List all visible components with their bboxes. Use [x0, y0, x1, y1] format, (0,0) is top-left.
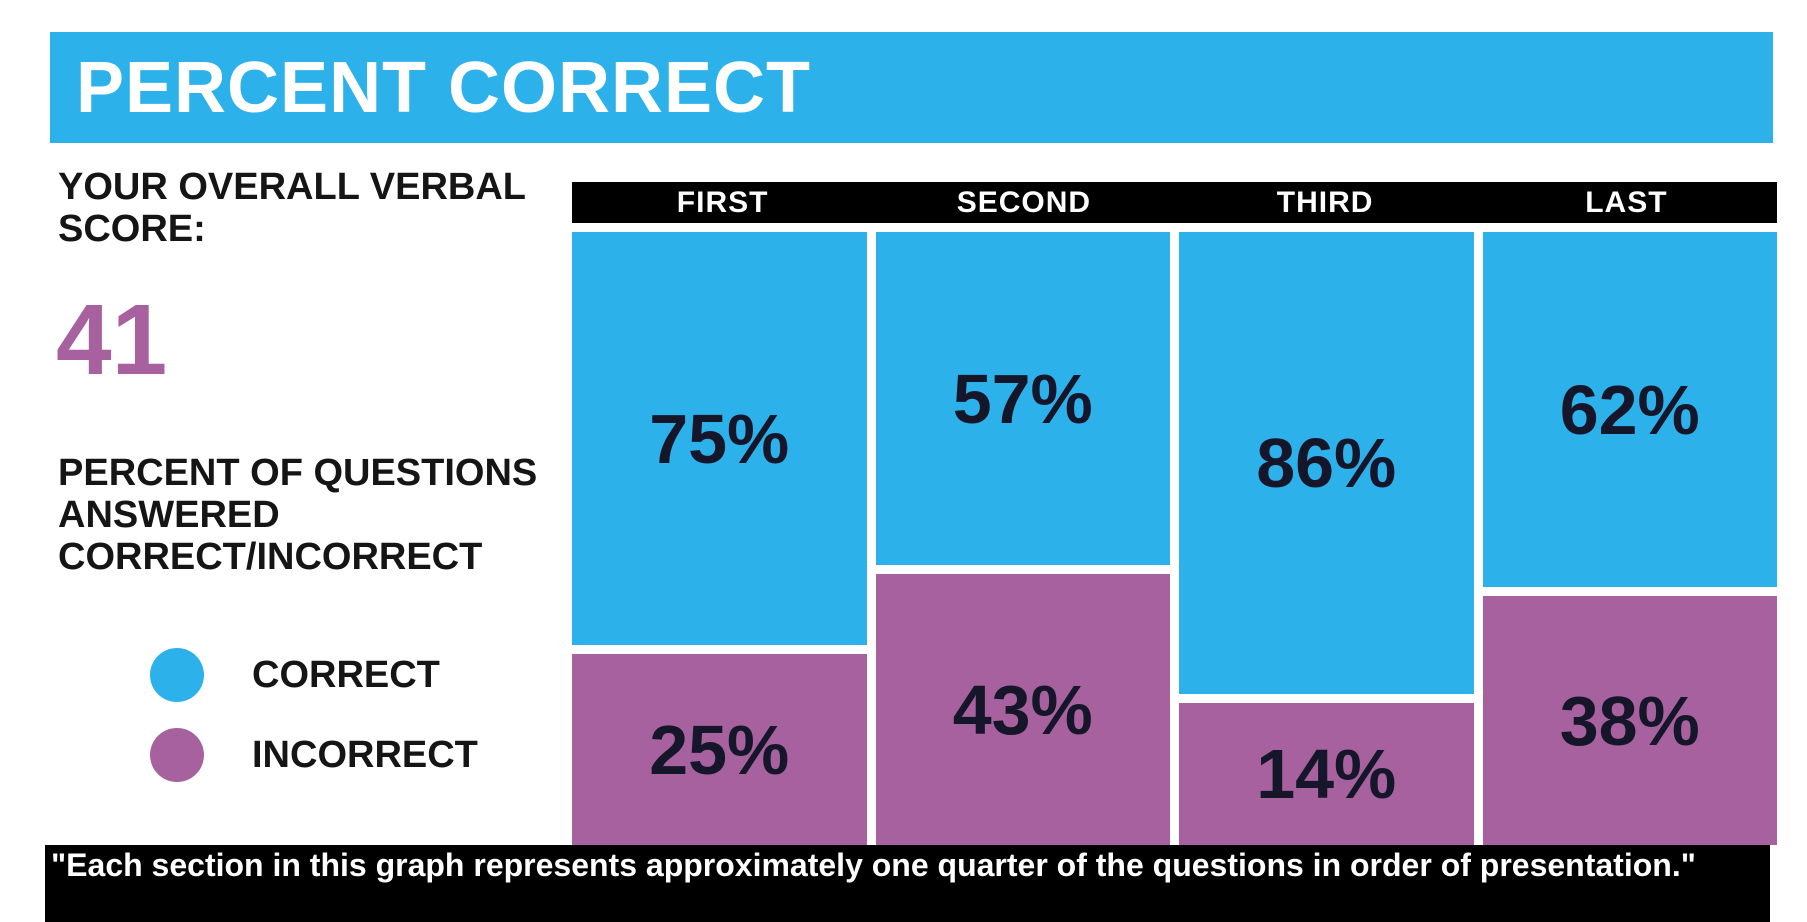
correct-segment-second: 57%: [875, 232, 1170, 566]
chart-header-row: FIRST SECOND THIRD LAST: [572, 182, 1777, 223]
correct-segment-third: 86%: [1179, 232, 1474, 694]
incorrect-segment-third: 14%: [1179, 702, 1474, 845]
legend-label-correct: CORRECT: [252, 653, 440, 696]
page-title: PERCENT CORRECT: [76, 47, 812, 128]
incorrect-value-label-third: 14%: [1256, 734, 1397, 813]
correct-segment-first: 75%: [572, 232, 867, 645]
bar-column-last: 62% 38%: [1482, 232, 1777, 845]
caption-text: "Each section in this graph represents a…: [51, 847, 1696, 883]
incorrect-value-label-last: 38%: [1559, 681, 1700, 760]
correct-value-label-third: 86%: [1256, 423, 1397, 502]
overall-score-value: 41: [56, 284, 168, 396]
column-header-first: FIRST: [676, 185, 769, 219]
legend-label-incorrect: INCORRECT: [252, 733, 478, 776]
correct-swatch-icon: [150, 648, 204, 702]
column-header-last: LAST: [1585, 185, 1668, 219]
bar-column-first: 75% 25%: [572, 232, 867, 845]
caption-bar: "Each section in this graph represents a…: [45, 845, 1770, 922]
score-description: PERCENT OF QUESTIONS ANSWERED CORRECT/IN…: [58, 452, 538, 578]
correct-value-label-first: 75%: [649, 399, 790, 478]
incorrect-segment-first: 25%: [572, 654, 867, 845]
incorrect-value-label-second: 43%: [952, 670, 1093, 749]
bar-column-third: 86% 14%: [1179, 232, 1474, 845]
correct-value-label-last: 62%: [1559, 370, 1700, 449]
legend-item-correct: CORRECT: [150, 648, 478, 702]
correct-segment-last: 62%: [1482, 232, 1777, 588]
incorrect-segment-last: 38%: [1482, 596, 1777, 845]
legend-item-incorrect: INCORRECT: [150, 728, 478, 782]
correct-value-label-second: 57%: [952, 359, 1093, 438]
chart-columns: 75% 25% 57% 43% 86% 14% 62% 38%: [572, 232, 1777, 845]
incorrect-segment-second: 43%: [875, 574, 1170, 845]
incorrect-value-label-first: 25%: [649, 710, 790, 789]
column-header-third: THIRD: [1276, 185, 1374, 219]
incorrect-swatch-icon: [150, 728, 204, 782]
bar-column-second: 57% 43%: [875, 232, 1170, 845]
overall-score-label: YOUR OVERALL VERBAL SCORE:: [58, 166, 526, 250]
stacked-bar-chart: FIRST SECOND THIRD LAST 75% 25% 57% 43% 86% 14% 6…: [572, 182, 1777, 845]
column-header-second: SECOND: [956, 185, 1092, 219]
chart-legend: CORRECT INCORRECT: [150, 648, 478, 808]
title-banner: PERCENT CORRECT: [50, 32, 1773, 143]
